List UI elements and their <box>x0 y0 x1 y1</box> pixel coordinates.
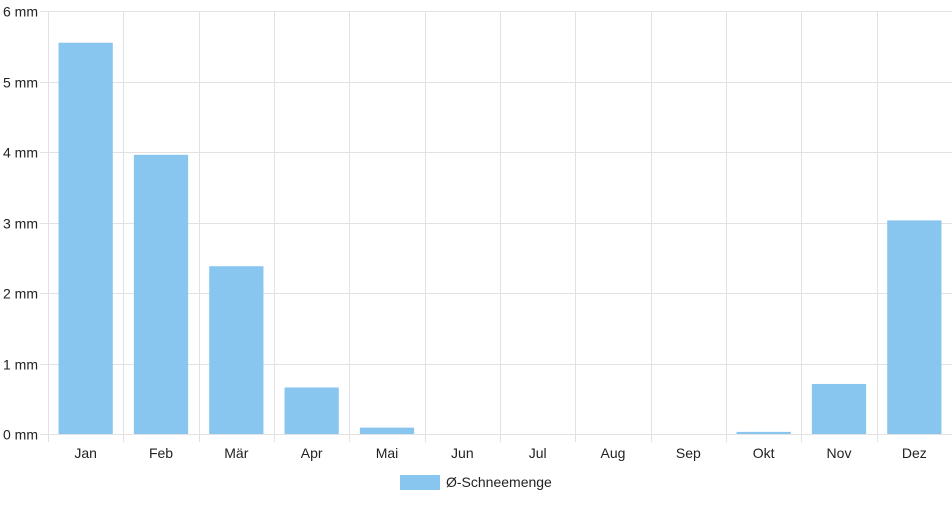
bar-mär[interactable] <box>209 266 264 434</box>
bar-mai[interactable] <box>359 427 415 434</box>
y-tick-label: 0 mm <box>3 427 38 443</box>
x-tick-label: Jun <box>451 445 474 461</box>
bar-okt[interactable] <box>736 431 791 434</box>
bar-apr[interactable] <box>284 387 339 434</box>
y-tick-label: 4 mm <box>3 145 38 161</box>
x-tick-label: Okt <box>753 445 775 461</box>
x-tick-label: Mai <box>376 445 399 461</box>
bar-feb[interactable] <box>133 154 189 434</box>
legend-swatch <box>400 475 440 490</box>
bar-jan[interactable] <box>58 42 113 434</box>
y-tick-label: 3 mm <box>3 216 38 232</box>
bars-layer <box>58 42 942 434</box>
x-tick-label: Dez <box>902 445 927 461</box>
y-tick-label: 1 mm <box>3 357 38 373</box>
legend[interactable]: Ø-Schneemenge <box>400 474 552 490</box>
x-tick-label: Jan <box>74 445 97 461</box>
x-tick-label: Aug <box>601 445 626 461</box>
y-tick-label: 2 mm <box>3 286 38 302</box>
bar-dez[interactable] <box>887 220 942 434</box>
x-tick-label: Feb <box>149 445 173 461</box>
y-tick-label: 5 mm <box>3 75 38 91</box>
x-tick-label: Nov <box>827 445 852 461</box>
bar-nov[interactable] <box>811 383 867 434</box>
legend-label: Ø-Schneemenge <box>446 474 552 490</box>
x-tick-label: Jul <box>529 445 547 461</box>
x-tick-label: Apr <box>301 445 323 461</box>
y-tick-label: 6 mm <box>3 4 38 20</box>
grid-layer <box>40 11 952 442</box>
axis-layer: 0 mm 1 mm 2 mm 3 mm 4 mm 5 mm 6 mm Jan Feb Mär Apr… <box>3 4 927 462</box>
x-tick-label: Sep <box>676 445 701 461</box>
x-tick-label: Mär <box>224 445 248 461</box>
